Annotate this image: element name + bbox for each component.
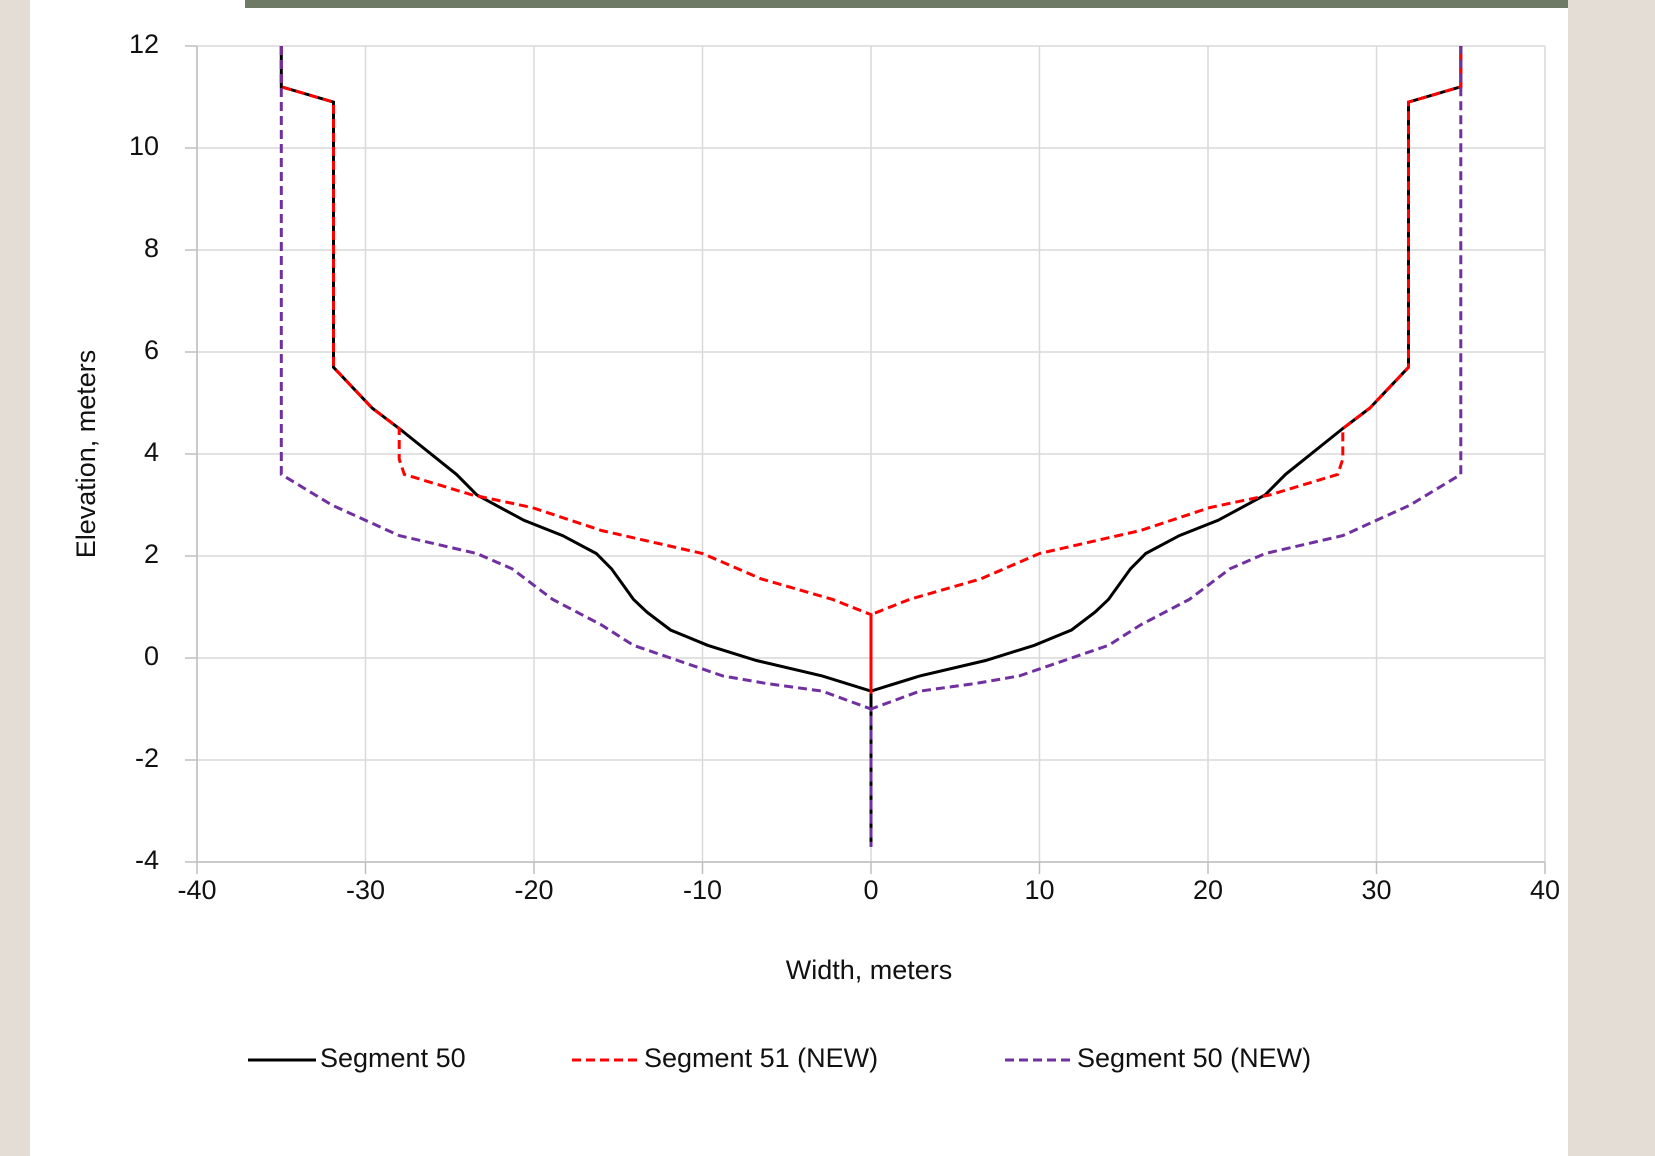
- y-axis-title: Elevation, meters: [71, 350, 101, 559]
- y-tick-label: 8: [144, 233, 159, 263]
- y-tick-label: -2: [135, 743, 159, 773]
- x-tick-label: -40: [177, 875, 216, 905]
- y-tick-label: 12: [129, 29, 159, 59]
- y-tick-label: 4: [144, 437, 159, 467]
- x-tick-label: -30: [346, 875, 385, 905]
- chart-panel: [30, 0, 1568, 1156]
- y-tick-label: 0: [144, 641, 159, 671]
- legend-label: Segment 51 (NEW): [644, 1043, 878, 1073]
- x-tick-label: 30: [1361, 875, 1391, 905]
- background-image-strip: [245, 0, 1568, 8]
- series-line: [279, 46, 1463, 694]
- series-line: [279, 46, 1463, 847]
- y-tick-label: 2: [144, 539, 159, 569]
- legend-label: Segment 50 (NEW): [1077, 1043, 1311, 1073]
- legend-label: Segment 50: [320, 1043, 466, 1073]
- x-tick-label: 40: [1530, 875, 1560, 905]
- x-tick-label: -10: [683, 875, 722, 905]
- y-tick-label: 10: [129, 131, 159, 161]
- x-tick-label: 20: [1193, 875, 1223, 905]
- x-tick-label: 10: [1024, 875, 1054, 905]
- x-axis-title: Width, meters: [786, 955, 953, 985]
- series-line: [279, 46, 1463, 847]
- y-tick-label: 6: [144, 335, 159, 365]
- y-tick-label: -4: [135, 845, 159, 875]
- x-tick-label: 0: [863, 875, 878, 905]
- x-tick-label: -20: [514, 875, 553, 905]
